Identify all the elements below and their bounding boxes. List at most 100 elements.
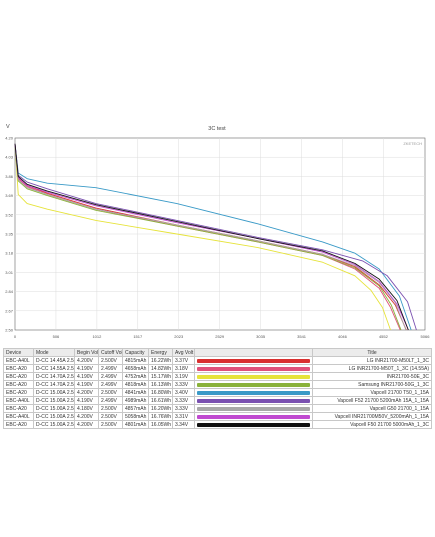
series-lines (14, 143, 417, 331)
cell-energy: 16.76Wh (148, 412, 173, 421)
header-capacity: Capacity (122, 348, 149, 357)
x-tick-label: 0 (14, 334, 17, 339)
x-tick-label: 1517 (133, 334, 143, 339)
cell-title: LG INR21700-M50T_1_3C (14.55A) (312, 364, 432, 373)
chart-title: 3C test (208, 126, 226, 132)
y-tick-label: 3.86 (5, 174, 14, 179)
cell-color (194, 380, 313, 389)
cell-capacity: 4815mAh (122, 356, 149, 365)
cell-energy: 15.17Wh (148, 372, 173, 381)
cell-mode: D-CC 15.00A 2.50V (33, 404, 75, 413)
cell-mode: D-CC 14.55A 2.50V (33, 364, 75, 373)
cell-begin: 4.200V (74, 420, 99, 429)
cell-color (194, 420, 313, 429)
x-tick-label: 4552 (379, 334, 389, 339)
cell-begin: 4.200V (74, 356, 99, 365)
cell-title: Samsung INR21700-50G_1_3C (312, 380, 432, 389)
table-header-row: Device Mode Begin Volt Cutoff Volt Capac… (3, 348, 432, 357)
series-color-swatch (197, 390, 310, 395)
cell-capacity: 4989mAh (122, 396, 149, 405)
cell-color (194, 372, 313, 381)
cell-title: Vapcell 21700 T50_1_15A (312, 388, 432, 397)
x-tick-label: 2529 (215, 334, 225, 339)
cell-begin: 4.200V (74, 388, 99, 397)
cell-energy: 16.05Wh (148, 420, 173, 429)
test-results-table: Device Mode Begin Volt Cutoff Volt Capac… (3, 348, 432, 429)
cell-energy: 16.80Wh (148, 388, 173, 397)
cell-capacity: 4841mAh (122, 388, 149, 397)
cell-avg: 3.33V (172, 396, 195, 405)
series-line-7 (14, 144, 407, 331)
cell-device: EBC-A20 (3, 388, 34, 397)
cell-cutoff: 2.499V (98, 396, 123, 405)
y-tick-label: 3.18 (5, 251, 14, 256)
cell-cutoff: 2.500V (98, 404, 123, 413)
cell-avg: 3.37V (172, 356, 195, 365)
x-axis-ticks: 0 506 1012 1517 2023 2529 3035 3541 4046 4552 5066 (14, 334, 430, 339)
header-color (194, 348, 313, 357)
watermark-text: ZKETECH (403, 141, 422, 146)
cell-color (194, 396, 313, 405)
cell-energy: 16.61Wh (148, 396, 173, 405)
cell-mode: D-CC 15.00A 2.50V (33, 420, 75, 429)
series-color-swatch (197, 406, 310, 411)
cell-begin: 4.190V (74, 364, 99, 373)
series-color-swatch (197, 366, 310, 371)
series-line-3 (14, 143, 391, 331)
y-tick-label: 4.20 (5, 136, 14, 141)
cell-device: EBC-A20 (3, 372, 34, 381)
cell-color (194, 388, 313, 397)
cell-mode: D-CC 15.00A 2.50V (33, 412, 75, 421)
cell-title: Vapcell F52 21700 5200mAh 15A_1_15A (312, 396, 432, 405)
cell-capacity: 4658mAh (122, 364, 149, 373)
cell-color (194, 356, 313, 365)
series-line-6 (14, 144, 417, 331)
y-tick-label: 3.01 (5, 270, 14, 275)
header-cutoff-volt: Cutoff Volt (98, 348, 123, 357)
y-axis-ticks: 4.20 4.03 3.86 3.69 3.52 3.35 3.18 3.01 2.84 2.67… (5, 136, 14, 333)
cell-cutoff: 2.499V (98, 364, 123, 373)
x-tick-label: 506 (53, 334, 60, 339)
x-tick-label: 5066 (421, 334, 431, 339)
cell-avg: 3.34V (172, 420, 195, 429)
series-color-swatch (197, 422, 310, 427)
x-tick-label: 2023 (174, 334, 184, 339)
cell-mode: D-CC 14.70A 2.50V (33, 372, 75, 381)
cell-cutoff: 2.499V (98, 372, 123, 381)
cell-energy: 14.82Wh (148, 364, 173, 373)
cell-title: Vapcell G50 21700_1_15A (312, 404, 432, 413)
cell-mode: D-CC 15.00A 2.50V (33, 396, 75, 405)
cell-title: Vapcell INR21700M50V_5200mAh_1_15A (312, 412, 432, 421)
x-tick-label: 4046 (338, 334, 348, 339)
y-axis-unit-label: V (6, 124, 10, 130)
cell-avg: 3.31V (172, 412, 195, 421)
y-tick-label: 3.69 (5, 193, 14, 198)
series-line-4 (14, 145, 402, 331)
cell-cutoff: 2.499V (98, 380, 123, 389)
cell-title: LG INR21700-M50LT_1_3C (312, 356, 432, 365)
cell-title: INR21700-50E_3C (312, 372, 432, 381)
cell-device: EBC-A20 (3, 420, 34, 429)
header-title: Title (312, 348, 432, 357)
y-tick-label: 2.67 (5, 308, 14, 313)
x-tick-label: 3035 (256, 334, 266, 339)
cell-mode: D-CC 14.45A 2.50V (33, 356, 75, 365)
cell-mode: D-CC 15.00A 2.50V (33, 388, 75, 397)
cell-cutoff: 2.500V (98, 420, 123, 429)
cell-device: EBC-A20 (3, 364, 34, 373)
header-avg-volt: Avg Volt (172, 348, 195, 357)
series-color-swatch (197, 358, 310, 363)
cell-capacity: 4752mAh (122, 372, 149, 381)
series-color-swatch (197, 374, 310, 379)
cell-avg: 3.40V (172, 388, 195, 397)
cell-capacity: 4857mAh (122, 404, 149, 413)
